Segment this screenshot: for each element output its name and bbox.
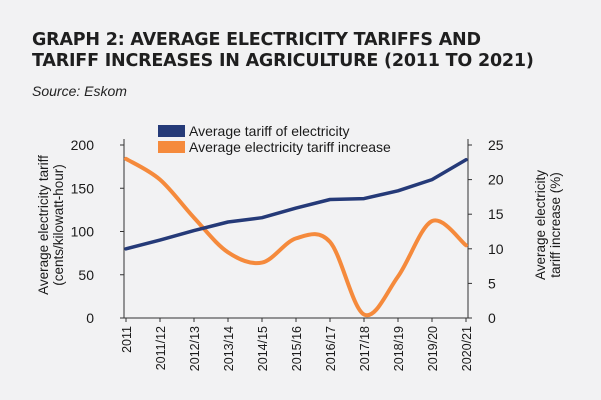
legend-label: Average tariff of electricity — [189, 123, 350, 139]
x-tick-label: 2012/13 — [188, 326, 202, 371]
y-axis-left-label-line-2: (cents/kilowatt-hour) — [51, 164, 66, 286]
x-tick-label: 2014/15 — [256, 326, 270, 371]
series-line-tariff-increase — [124, 156, 468, 318]
y-right-tick-label: 5 — [488, 275, 496, 291]
x-tick-label: 2018/19 — [392, 326, 406, 371]
chart-title-line-2: TARIFF INCREASES IN AGRICULTURE (2011 TO… — [32, 51, 534, 71]
y-left-tick-label: 100 — [71, 224, 95, 240]
chart-title-line-1: GRAPH 2: AVERAGE ELECTRICITY TARIFFS AND — [32, 30, 481, 50]
y-right-tick-label: 10 — [488, 241, 504, 257]
y-right-tick-label: 0 — [488, 310, 496, 326]
x-tick-label: 2013/14 — [222, 326, 236, 371]
axes — [120, 139, 472, 322]
series-line-average-tariff — [124, 157, 468, 251]
y-axis-right-label-line-1: Average electricity — [533, 170, 548, 280]
x-tick-label: 2011/12 — [154, 326, 168, 370]
x-tick-label: 2016/17 — [324, 326, 338, 371]
legend-label: Average electricity tariff increase — [189, 139, 391, 155]
series-lines — [124, 156, 468, 318]
chart-source: Source: Eskom — [32, 83, 127, 99]
y-left-tick-label: 50 — [78, 267, 94, 283]
y-left-tick-label: 150 — [71, 180, 95, 196]
legend-swatch — [158, 125, 185, 137]
y-right-tick-label: 15 — [488, 206, 504, 222]
y-axis-left-label: Average electricity tariff(cents/kilowat… — [36, 155, 66, 295]
legend-swatch — [158, 141, 185, 153]
x-tick-label: 2015/16 — [290, 326, 304, 371]
y-left-tick-label: 200 — [71, 137, 95, 153]
x-tick-label: 2020/21 — [460, 326, 474, 371]
x-tick-label: 2019/20 — [426, 326, 440, 371]
chart-title: GRAPH 2: AVERAGE ELECTRICITY TARIFFS AND… — [32, 30, 592, 72]
x-tick-label: 2011 — [120, 326, 134, 353]
y-right-tick-label: 25 — [488, 137, 504, 153]
tick-labels: 0 50 100 150 200 0 5 10 15 20 25 2011 2011/12 2012/13… — [71, 137, 504, 371]
y-axis-right-label-line-2: tariff increase (%) — [548, 172, 563, 278]
y-axis-right-label: Average electricitytariff increase (%) — [533, 170, 563, 280]
y-left-tick-label: 0 — [86, 310, 94, 326]
y-axis-left-label-line-1: Average electricity tariff — [36, 155, 51, 295]
y-right-tick-label: 20 — [488, 172, 504, 188]
axis-labels: Average electricity tariff(cents/kilowat… — [36, 155, 563, 295]
x-tick-label: 2017/18 — [358, 326, 372, 371]
